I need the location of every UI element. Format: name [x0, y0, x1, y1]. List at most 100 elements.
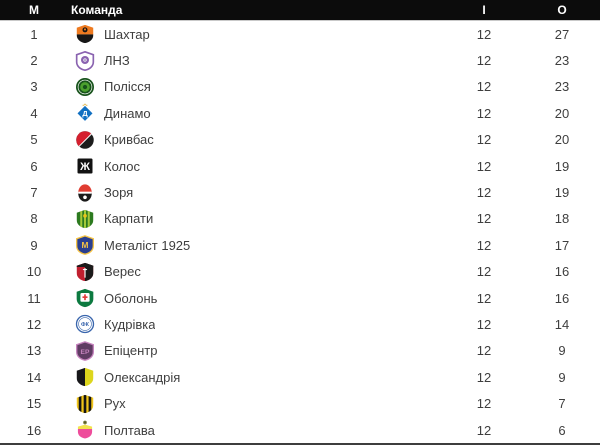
points-cell: 23	[554, 79, 570, 95]
place-cell: 9	[30, 237, 38, 253]
team-cell: ЕР Епіцентр	[68, 341, 444, 361]
table-row[interactable]: 15 Рух 12 7	[0, 390, 600, 416]
team-name: Колос	[104, 158, 140, 174]
team-cell: Рух	[68, 394, 444, 414]
team-name: Зоря	[104, 185, 134, 201]
team-name: Полтава	[104, 422, 155, 438]
team-name: ЛНЗ	[104, 53, 130, 69]
place-cell: 1	[30, 26, 38, 42]
kolos-logo-icon: Ж	[75, 156, 95, 176]
table-row[interactable]: 7 Зоря 12 19	[0, 179, 600, 205]
team-cell: Ж Колос	[68, 156, 444, 176]
played-cell: 12	[476, 369, 492, 385]
points-cell: 19	[554, 158, 570, 174]
header-played-label: І	[482, 3, 486, 17]
team-cell: ЛНЗ	[68, 50, 444, 71]
metalist-logo-icon: М	[75, 235, 95, 256]
played-cell: 12	[476, 185, 492, 201]
points-cell: 9	[558, 369, 566, 385]
team-name: Кривбас	[104, 132, 154, 148]
table-row[interactable]: 4 Д Динамо 12 20	[0, 100, 600, 126]
header-points-label: О	[557, 3, 567, 17]
veres-logo-icon	[75, 262, 95, 282]
points-cell: 14	[554, 316, 570, 332]
kryvbas-logo-icon	[75, 130, 95, 150]
team-cell: Полісся	[68, 77, 444, 97]
points-cell: 19	[554, 185, 570, 201]
played-cell: 12	[476, 53, 492, 69]
svg-text:Ж: Ж	[79, 161, 90, 173]
team-cell: Шахтар	[68, 24, 444, 44]
team-cell: Олександрія	[68, 367, 444, 387]
place-cell: 10	[26, 264, 42, 280]
team-cell: Зоря	[68, 183, 444, 203]
karpaty-logo-icon	[75, 209, 95, 229]
played-cell: 12	[476, 237, 492, 253]
played-cell: 12	[476, 422, 492, 438]
table-row[interactable]: 9 М Металіст 1925 12 17	[0, 232, 600, 258]
played-cell: 12	[476, 290, 492, 306]
table-row[interactable]: 5 Кривбас 12 20	[0, 127, 600, 153]
epitsentr-logo-icon: ЕР	[75, 341, 95, 361]
poltava-logo-icon	[75, 420, 95, 440]
place-cell: 8	[30, 211, 38, 227]
table-row[interactable]: 11 Оболонь 12 16	[0, 285, 600, 311]
team-cell: ФК Кудрівка	[68, 314, 444, 334]
place-cell: 2	[30, 53, 38, 69]
table-row[interactable]: 2 ЛНЗ 12 23	[0, 47, 600, 73]
points-cell: 20	[554, 105, 570, 121]
svg-text:ФК: ФК	[81, 322, 90, 328]
polissya-logo-icon	[75, 77, 95, 97]
played-cell: 12	[476, 132, 492, 148]
table-row[interactable]: 3 Полісся 12 23	[0, 74, 600, 100]
place-cell: 14	[26, 369, 42, 385]
played-cell: 12	[476, 343, 492, 359]
place-cell: 5	[30, 132, 38, 148]
header-place-label: М	[29, 3, 39, 17]
header-team-label: Команда	[71, 3, 123, 17]
rukh-logo-icon	[75, 394, 95, 414]
kudrivka-logo-icon: ФК	[75, 314, 95, 334]
points-cell: 9	[558, 343, 566, 359]
team-cell: Оболонь	[68, 288, 444, 308]
table-row[interactable]: 12 ФК Кудрівка 12 14	[0, 311, 600, 337]
svg-text:Д: Д	[82, 109, 88, 118]
table-row[interactable]: 14 Олександрія 12 9	[0, 364, 600, 390]
place-cell: 7	[30, 185, 38, 201]
place-cell: 3	[30, 79, 38, 95]
place-cell: 13	[26, 343, 42, 359]
svg-text:ЕР: ЕР	[81, 349, 90, 356]
svg-text:М: М	[82, 240, 89, 250]
played-cell: 12	[476, 79, 492, 95]
obolon-logo-icon	[75, 288, 95, 308]
points-cell: 27	[554, 26, 570, 42]
team-cell: Верес	[68, 262, 444, 282]
played-cell: 12	[476, 158, 492, 174]
team-name: Карпати	[104, 211, 154, 227]
played-cell: 12	[476, 396, 492, 412]
table-row[interactable]: 8 Карпати 12 18	[0, 206, 600, 232]
place-cell: 4	[30, 105, 38, 121]
played-cell: 12	[476, 264, 492, 280]
team-name: Олександрія	[104, 369, 181, 385]
table-row[interactable]: 10 Верес 12 16	[0, 259, 600, 285]
place-cell: 15	[26, 396, 42, 412]
team-name: Оболонь	[104, 290, 158, 306]
played-cell: 12	[476, 316, 492, 332]
table-row[interactable]: 1 Шахтар 12 27	[0, 21, 600, 47]
oleksandriya-logo-icon	[75, 367, 95, 387]
team-cell: Д Динамо	[68, 103, 444, 123]
lnz-logo-icon	[75, 50, 95, 71]
zorya-logo-icon	[75, 183, 95, 203]
team-name: Шахтар	[104, 26, 150, 42]
team-cell: М Металіст 1925	[68, 235, 444, 256]
points-cell: 18	[554, 211, 570, 227]
table-row[interactable]: 13 ЕР Епіцентр 12 9	[0, 338, 600, 364]
place-cell: 6	[30, 158, 38, 174]
place-cell: 16	[26, 422, 42, 438]
points-cell: 6	[558, 422, 566, 438]
table-row[interactable]: 6 Ж Колос 12 19	[0, 153, 600, 179]
shakhtar-logo-icon	[75, 24, 95, 44]
table-row[interactable]: 16 Полтава 12 6	[0, 417, 600, 443]
